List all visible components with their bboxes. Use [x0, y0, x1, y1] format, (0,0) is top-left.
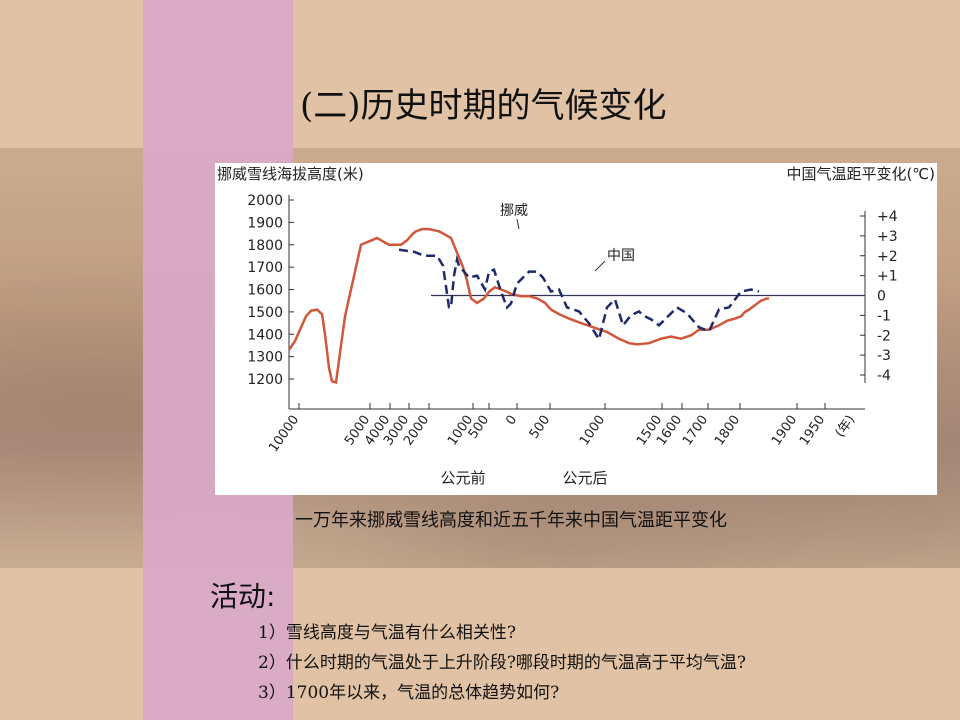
x-tick-label: 1900: [769, 413, 800, 449]
left-tick-label: 1500: [247, 305, 283, 321]
x-tick-label: 0: [503, 413, 520, 428]
activity-heading: 活动:: [210, 580, 276, 613]
norway-label-leader: [516, 218, 520, 230]
x-tick-label: 1800: [712, 413, 743, 449]
left-tick-label: 1800: [247, 238, 283, 254]
era-label-ce: 公元后: [562, 469, 607, 487]
right-tick-label: -2: [877, 328, 891, 344]
left-tick-label: 1900: [247, 215, 283, 231]
question-1: 1）雪线高度与气温有什么相关性?: [258, 623, 516, 643]
question-2: 2）什么时期的气温处于上升阶段?哪段时期的气温高于平均气温?: [258, 653, 747, 673]
norway-series-line: [287, 227, 769, 384]
left-tick-label: 2000: [247, 193, 283, 209]
left-tick-label: 1700: [247, 260, 283, 276]
right-axis-ticks: +4 +3 +2 +1 0 -1 -2 -3 -4: [860, 209, 898, 384]
left-axis-title: 挪威雪线海拔高度(米): [217, 165, 364, 183]
left-axis-ticks: 2000 1900 1800 1700 1600 1500 1400 1300 1200: [247, 193, 294, 388]
china-series-label: 中国: [607, 248, 635, 264]
left-tick-label: 1200: [247, 372, 283, 388]
chart-caption: 一万年来挪威雪线高度和近五千年来中国气温距平变化: [295, 510, 727, 531]
right-tick-label: +1: [877, 269, 898, 285]
right-tick-label: -4: [877, 368, 891, 384]
left-tick-label: 1600: [247, 283, 283, 299]
x-tick-label: 1950: [797, 413, 828, 449]
china-label-leader: [594, 260, 606, 272]
right-tick-label: +4: [877, 209, 898, 225]
left-tick-label: 1300: [247, 350, 283, 366]
x-tick-label: 10000: [266, 413, 302, 455]
china-series-line: [398, 248, 760, 343]
right-tick-label: 0: [877, 289, 886, 305]
left-tick-label: 1400: [247, 327, 283, 343]
right-tick-label: -3: [877, 348, 891, 364]
right-axis-title: 中国气温距平变化(℃): [786, 165, 935, 183]
right-tick-label: -1: [877, 308, 891, 324]
era-label-bce: 公元前: [440, 469, 485, 487]
norway-series-label: 挪威: [500, 203, 528, 219]
slide-title: (二)历史时期的气候变化: [300, 86, 667, 126]
x-tick-label: 500: [527, 413, 554, 442]
question-3: 3）1700年以来，气温的总体趋势如何?: [258, 683, 560, 703]
climate-chart: 挪威雪线海拔高度(米) 中国气温距平变化(℃) 2000 1900 1800 1700…: [215, 163, 937, 495]
x-tick-label: 1000: [577, 413, 608, 449]
x-tick-label: 1700: [680, 413, 711, 449]
right-tick-label: +3: [877, 229, 898, 245]
climate-chart-svg: 挪威雪线海拔高度(米) 中国气温距平变化(℃) 2000190018001700…: [217, 165, 935, 487]
right-tick-label: +2: [877, 249, 898, 265]
x-axis-unit: (年): [833, 413, 859, 441]
